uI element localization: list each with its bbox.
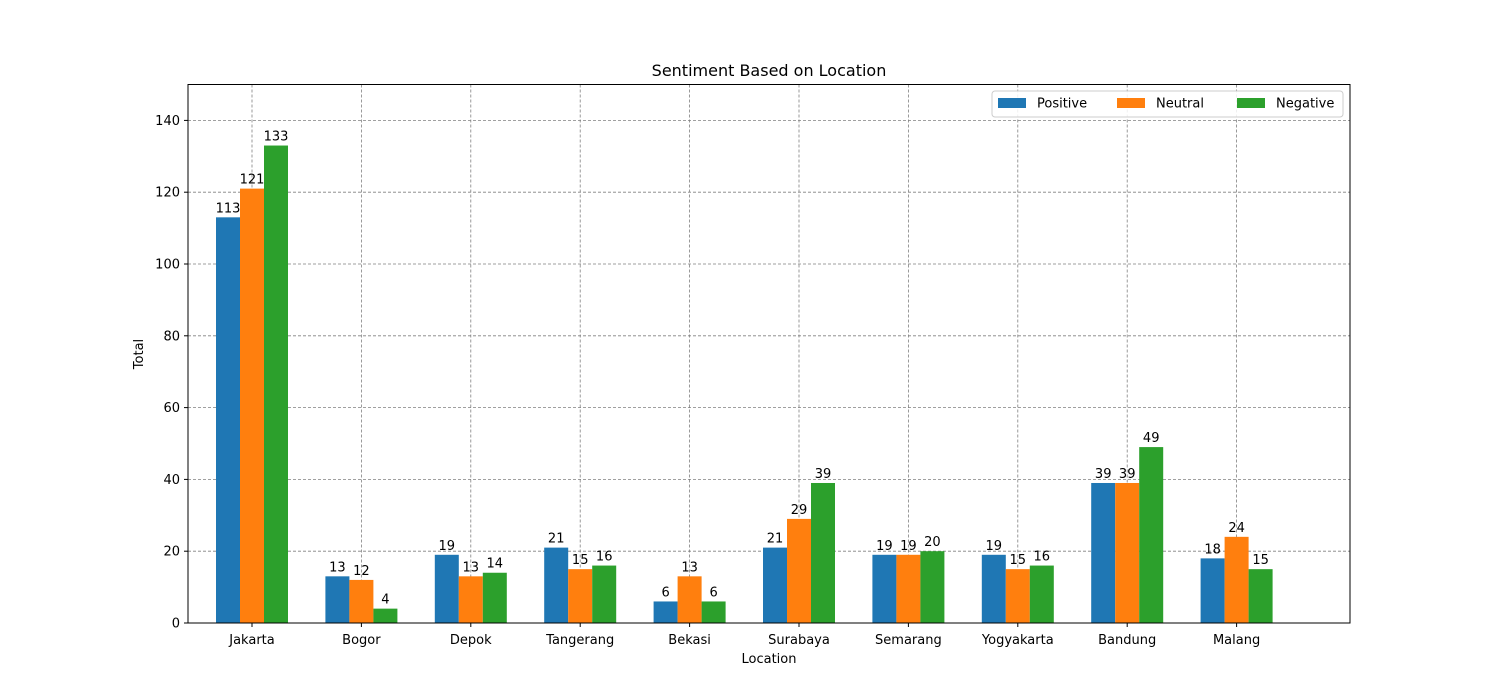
data-label: 4: [381, 593, 389, 608]
data-label: 14: [487, 557, 504, 572]
x-tick-label: Jakarta: [228, 633, 274, 648]
bar-positive-malang: [1200, 558, 1225, 623]
chart-title: Sentiment Based on Location: [652, 61, 887, 80]
bar-neutral-malang: [1224, 536, 1249, 623]
data-label: 24: [1228, 521, 1245, 536]
bar-negative-jakarta: [264, 145, 288, 623]
bar-neutral-bandung: [1115, 482, 1140, 623]
data-label: 20: [924, 535, 941, 550]
bar-neutral-depok: [458, 576, 483, 623]
bar-negative-tangerang: [592, 565, 617, 623]
bar-positive-bekasi: [653, 601, 678, 623]
data-label: 15: [1010, 553, 1027, 568]
data-label: 15: [572, 553, 589, 568]
y-tick-label: 60: [163, 401, 180, 416]
bar-positive-bogor: [325, 576, 350, 623]
x-tick-label: Tangerang: [545, 633, 614, 648]
bar-negative-bandung: [1139, 447, 1164, 623]
bar-positive-tangerang: [544, 547, 569, 623]
bars: [216, 145, 1273, 624]
bar-positive-surabaya: [763, 547, 787, 623]
data-label: 15: [1252, 553, 1269, 568]
bar-neutral-yogyakarta: [1005, 569, 1030, 623]
legend-swatch-positive: [998, 98, 1026, 108]
legend-swatch-neutral: [1117, 98, 1145, 108]
bar-neutral-jakarta: [240, 188, 264, 624]
x-tick-label: Semarang: [875, 633, 942, 648]
y-tick-label: 20: [163, 545, 180, 560]
data-label: 19: [876, 539, 893, 554]
data-label: 113: [216, 201, 241, 216]
bar-negative-malang: [1248, 569, 1273, 623]
bar-neutral-surabaya: [787, 518, 811, 623]
legend: Positive Neutral Negative: [991, 90, 1344, 118]
legend-label-positive: Positive: [1037, 97, 1087, 112]
data-label: 16: [596, 550, 613, 565]
bar-negative-depok: [482, 572, 507, 623]
data-label: 121: [240, 173, 265, 188]
bar-positive-depok: [434, 554, 459, 623]
data-label: 29: [791, 503, 808, 518]
bar-neutral-tangerang: [568, 569, 593, 623]
data-label: 13: [681, 560, 698, 575]
data-label: 39: [1119, 467, 1136, 482]
y-axis-title: Total: [132, 339, 147, 370]
data-label: 18: [1204, 542, 1221, 557]
bar-positive-yogyakarta: [981, 554, 1006, 623]
data-label: 39: [815, 467, 832, 482]
y-tick-label: 120: [155, 186, 180, 201]
data-label: 133: [264, 130, 289, 145]
y-tick-label: 0: [172, 617, 180, 632]
legend-label-neutral: Neutral: [1156, 97, 1204, 112]
data-label: 21: [548, 532, 565, 547]
bar-negative-surabaya: [811, 482, 835, 623]
data-label: 21: [767, 532, 784, 547]
bar-positive-semarang: [872, 554, 897, 623]
data-label: 19: [900, 539, 917, 554]
data-label: 16: [1034, 550, 1051, 565]
bar-negative-bekasi: [701, 601, 726, 623]
legend-swatch-negative: [1237, 98, 1265, 108]
x-tick-label: Depok: [450, 633, 492, 648]
data-label: 39: [1095, 467, 1112, 482]
y-tick-label: 40: [163, 473, 180, 488]
legend-label-negative: Negative: [1276, 97, 1334, 112]
bar-negative-semarang: [920, 551, 945, 623]
bar-positive-bandung: [1091, 482, 1116, 623]
data-label: 13: [463, 560, 480, 575]
x-tick-label: Surabaya: [768, 633, 830, 648]
y-axis-ticks: 0 20 40 60 80 100 120 140: [155, 114, 188, 632]
x-tick-label: Bogor: [342, 633, 381, 648]
bar-negative-bogor: [373, 608, 398, 623]
legend-box: [991, 90, 1344, 118]
data-label: 19: [986, 539, 1003, 554]
bar-negative-yogyakarta: [1029, 565, 1054, 623]
y-tick-label: 80: [163, 329, 180, 344]
x-tick-label: Bekasi: [668, 633, 711, 648]
bar-neutral-semarang: [896, 554, 921, 623]
x-tick-label: Malang: [1213, 633, 1260, 648]
bar-neutral-bogor: [349, 579, 374, 623]
x-axis-ticks: Jakarta Bogor Depok Tangerang Bekasi Surabaya…: [228, 623, 1260, 648]
x-tick-label: Yogyakarta: [981, 633, 1054, 648]
x-tick-label: Bandung: [1098, 633, 1156, 648]
data-label: 12: [353, 564, 370, 579]
data-label: 6: [709, 585, 717, 600]
bar-neutral-bekasi: [677, 576, 702, 623]
x-axis-title: Location: [742, 652, 797, 667]
y-tick-label: 100: [155, 258, 180, 273]
bar-positive-jakarta: [216, 217, 240, 623]
data-label: 6: [661, 585, 669, 600]
data-label: 13: [329, 560, 346, 575]
y-tick-label: 140: [155, 114, 180, 129]
data-label: 49: [1143, 431, 1160, 446]
data-label: 19: [439, 539, 456, 554]
data-labels: 113 13 19 21 6 21 19 19 39 18 121 12 13 15 13 29 19 15 39 2…: [216, 130, 1269, 608]
plot-frame: [187, 84, 1351, 624]
